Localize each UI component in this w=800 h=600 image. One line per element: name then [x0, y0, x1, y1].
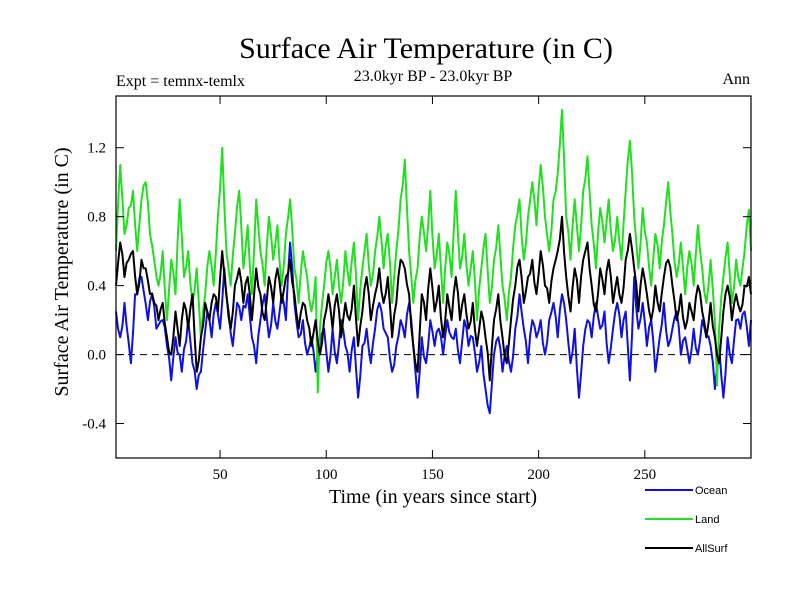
y-axis-label: Surface Air Temperature (in C)	[51, 147, 73, 396]
series-layer	[115, 108, 752, 415]
legend-label-land: Land	[695, 514, 719, 526]
y-tick-label: 0.0	[87, 348, 106, 364]
x-tick-label: 100	[315, 467, 338, 483]
x-tick-label: 50	[213, 467, 228, 483]
x-tick-label: 200	[527, 467, 550, 483]
series-line-allsurf	[115, 215, 752, 382]
plot-frame	[115, 95, 752, 459]
legend-label-allsurf: AllSurf	[695, 543, 728, 555]
series-line-ocean	[115, 241, 752, 415]
experiment-label: Expt = temnx-temlx	[116, 73, 245, 90]
x-tick-label: 250	[634, 467, 657, 483]
y-tick-label: 1.2	[87, 141, 106, 157]
x-axis-label: Time (in years since start)	[329, 486, 537, 508]
period-label: 23.0kyr BP - 23.0kyr BP	[354, 68, 513, 85]
y-tick-label: 0.8	[87, 210, 106, 226]
chart-title: Surface Air Temperature (in C)	[239, 32, 613, 65]
season-label: Ann	[722, 71, 750, 88]
series-line-land	[115, 108, 752, 394]
y-tick-label: -0.4	[82, 417, 106, 433]
tick-layer: 50 100 150 200 250 -0.4 0.0 0.4 0.8 1.2	[82, 96, 751, 483]
legend-label-ocean: Ocean	[695, 485, 727, 497]
legend: Ocean Land AllSurf	[645, 485, 728, 555]
y-tick-label: 0.4	[87, 279, 106, 295]
x-tick-label: 150	[421, 467, 444, 483]
